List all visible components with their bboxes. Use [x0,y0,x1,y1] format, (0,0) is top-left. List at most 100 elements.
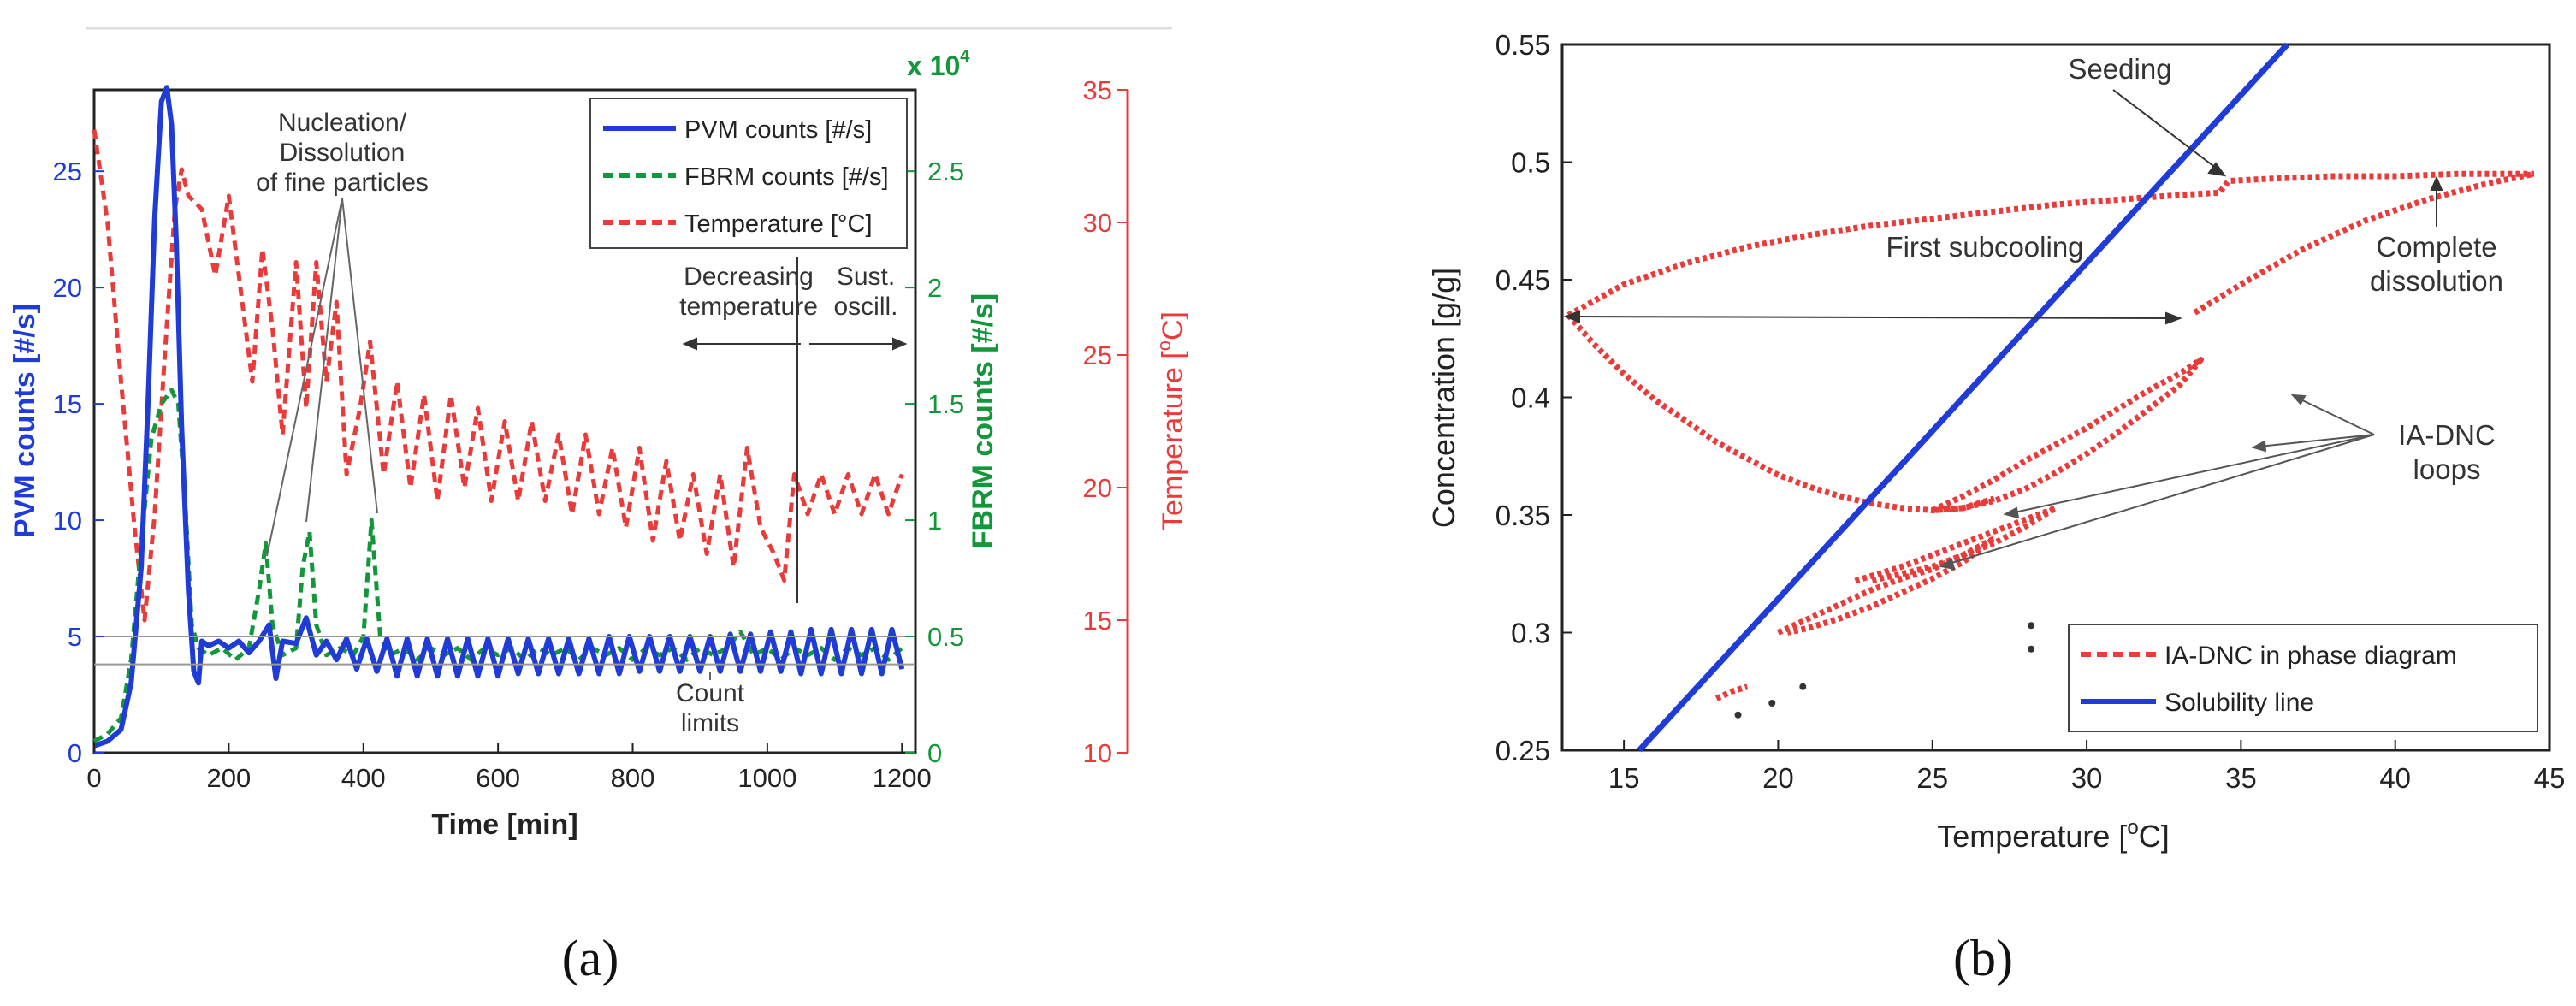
legend-label-pvm: PVM counts [#/s] [684,116,872,144]
y-tick-label: 0.35 [1495,500,1550,531]
solubility-line-group [1637,42,2290,753]
ia-dnc-data-group [1566,170,2535,719]
ia-dnc-loop-1 [1931,357,2204,513]
temperature-tick-label: 35 [1083,75,1112,105]
y-tick-label: 0.5 [1511,147,1550,179]
annotation-decreasing-line-1: Decreasing [684,263,814,291]
y-tick-label: 0.25 [1495,735,1550,766]
x-tick-label: 800 [611,763,655,793]
ia-dnc-upper-branch [1566,170,2534,318]
x-tick-label: 200 [207,763,252,793]
panel-b-y-label: Concentration [g/g] [1426,268,1461,528]
x-tick-label: 15 [1608,762,1640,794]
panel-b-x-ticks: 15 20 25 30 35 40 45 [1608,740,2566,794]
x-tick-label: 20 [1762,762,1794,794]
annotation-complete-dissolution-line-1: Complete [2376,231,2496,263]
annotation-count-limits-line-1: Count [676,679,745,707]
pvm-axis-label: PVM counts [#/s] [9,304,41,538]
fbrm-tick-label: 1.5 [927,389,964,419]
fbrm-tick-label: 0.5 [927,622,964,652]
panel-a-legend: PVM counts [#/s] FBRM counts [#/s] Tempe… [589,98,908,249]
annotation-seeding: Seeding [2068,53,2171,85]
stray-data-point [1734,711,1742,719]
fbrm-line-group [92,388,903,743]
x-tick-label: 35 [2225,762,2257,794]
panel-a-x-ticks: 0 200 400 600 800 1000 1200 [86,743,932,793]
annotation-complete-dissolution-line-2: dissolution [2370,265,2503,297]
count-limit-lines [94,636,915,666]
annotation-loops-line-1: IA-DNC [2398,419,2496,451]
ia-dnc-low-segment [1714,683,1749,701]
panel-b-legend-box [2068,624,2538,732]
temperature-line-group [92,129,904,623]
fbrm-axis-ticks: 0 0.5 1 1.5 2 2.5 [905,157,964,768]
x-tick-label: 45 [2534,762,2566,794]
series-temperature-line [92,129,904,623]
y-tick-label: 0.4 [1511,382,1550,414]
annotation-nucleation-line-1: Nucleation/ [278,109,407,137]
pvm-tick-label: 20 [53,273,82,303]
temperature-axis-ticks: 10 15 20 25 30 35 [1083,75,1128,768]
series-fbrm-line [92,388,903,743]
ia-dnc-loop-3 [1776,536,1998,636]
fbrm-axis-multiplier: x 104 [907,47,970,81]
seeding-arrow [2112,89,2227,177]
annotation-nucleation-line-3: of fine particles [256,169,429,197]
legend-label-solubility: Solubility line [2164,689,2314,717]
x-tick-label: 400 [341,763,386,793]
stray-data-point [1768,700,1776,707]
loop-arrows [1939,394,2375,571]
nucleation-arrows [266,198,378,557]
x-tick-label: 1000 [737,763,796,793]
temperature-tick-label: 15 [1083,606,1112,636]
x-tick-label: 40 [2379,762,2411,794]
pvm-axis-ticks: 0 5 10 15 20 25 [53,157,104,768]
y-tick-label: 0.45 [1495,264,1550,296]
x-tick-label: 600 [476,763,520,793]
temperature-axis-label: Temperature [oC] [1153,311,1189,530]
temperature-tick-label: 10 [1083,738,1112,768]
annotation-sustained-line-2: oscill. [833,293,897,321]
caption-a: (a) [562,930,619,986]
annotation-count-limits-line-2: limits [681,709,739,737]
complete-dissolution-arrow [2430,175,2443,227]
fbrm-tick-label: 1 [927,506,942,536]
x-tick-label: 0 [86,763,101,793]
fbrm-axis-label: FBRM counts [#/s] [967,293,999,548]
pvm-tick-label: 0 [68,738,82,768]
panel-b: 15 20 25 30 35 40 45 0.25 0.3 0.35 0.4 0.45 0.5 0.55… [1426,29,2565,854]
fbrm-tick-label: 0 [927,738,942,768]
temperature-tick-label: 25 [1083,340,1112,370]
stray-data-point [2028,622,2035,630]
ia-dnc-loop-2 [1854,505,2059,584]
fbrm-tick-label: 2 [927,273,942,303]
panel-a-x-label: Time [min] [431,808,577,841]
x-tick-label: 25 [1916,762,1948,794]
legend-label-temperature: Temperature [°C] [684,210,873,238]
legend-label-ia-dnc: IA-DNC in phase diagram [2164,642,2457,670]
annotation-first-subcooling: First subcooling [1886,231,2083,263]
ia-dnc-lower-branch [1566,312,1995,513]
y-tick-label: 0.55 [1495,29,1550,61]
regime-arrows [682,257,908,603]
pvm-tick-label: 10 [53,506,82,536]
pvm-tick-label: 15 [53,389,82,419]
temperature-tick-label: 20 [1083,473,1112,503]
pvm-tick-label: 5 [68,622,82,652]
panel-b-legend: IA-DNC in phase diagram Solubility line [2068,624,2538,732]
y-tick-label: 0.3 [1511,618,1550,649]
annotation-sustained-line-1: Sust. [837,263,895,291]
annotation-loops-line-2: loops [2413,453,2481,485]
temperature-tick-label: 30 [1083,208,1112,238]
caption-b: (b) [1953,930,2013,986]
x-tick-label: 1200 [873,763,932,793]
first-subcooling-arrow [1563,310,2182,325]
annotation-decreasing-line-2: temperature [679,293,818,321]
legend-label-fbrm: FBRM counts [#/s] [684,163,889,191]
ia-dnc-complete-dissolution-branch [2193,170,2535,316]
pvm-tick-label: 25 [53,157,82,186]
panel-b-y-ticks: 0.25 0.3 0.35 0.4 0.45 0.5 0.55 [1495,29,1572,766]
stray-data-point [2028,645,2035,653]
panel-a-plot-frame [92,88,917,754]
